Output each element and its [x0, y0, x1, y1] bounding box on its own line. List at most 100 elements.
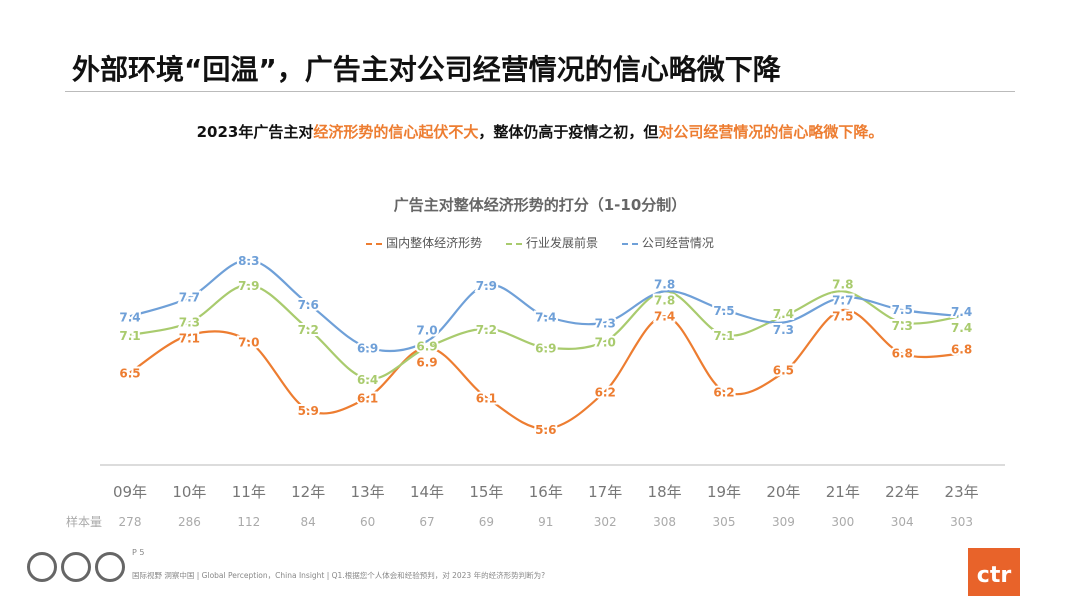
data-label: 6.1 — [357, 392, 378, 406]
sample-size-label: 305 — [713, 515, 736, 529]
data-label: 7.9 — [238, 279, 259, 293]
data-label: 7.8 — [832, 278, 853, 292]
data-label: 5.9 — [298, 404, 319, 418]
sgs-seal-icon — [27, 552, 57, 582]
x-tick-label: 11年 — [232, 483, 266, 501]
legend-label: 行业发展前景 — [525, 236, 598, 250]
data-label: 7.4 — [119, 310, 140, 324]
summary-highlight: 对公司经营情况的信心略微下降。 — [658, 123, 884, 141]
summary-part: ，整体仍高于疫情之初，但 — [478, 123, 659, 141]
data-label: 7.3 — [773, 323, 794, 337]
x-tick-label: 20年 — [766, 483, 800, 501]
x-tick-label: 23年 — [945, 483, 979, 501]
legend-label: 公司经营情况 — [641, 236, 714, 250]
legend-swatch — [366, 242, 383, 245]
summary-text: 2023年广告主对经济形势的信心起伏不大，整体仍高于疫情之初，但对公司经营情况的… — [0, 121, 1080, 142]
sample-size-label: 303 — [950, 515, 973, 529]
data-label: 6.9 — [357, 342, 378, 356]
sgs-seal-icon — [95, 552, 125, 582]
sample-size-label: 69 — [479, 515, 494, 529]
sample-size-label: 308 — [653, 515, 676, 529]
data-label: 7.0 — [416, 323, 437, 337]
data-label: 7.6 — [298, 298, 319, 312]
data-label: 6.1 — [476, 392, 497, 406]
legend-item: 国内整体经济形势 — [366, 234, 482, 251]
data-label: 7.8 — [654, 278, 675, 292]
series-line — [129, 258, 962, 353]
data-label: 7.5 — [832, 310, 853, 324]
x-tick-label: 16年 — [529, 483, 563, 501]
title-divider — [65, 91, 1015, 92]
data-label: 7.1 — [119, 329, 140, 343]
x-tick-label: 21年 — [826, 483, 860, 501]
x-tick-label: 12年 — [291, 483, 325, 501]
legend-swatch — [505, 242, 522, 245]
data-label: 7.4 — [773, 307, 794, 321]
data-label: 7.5 — [892, 303, 913, 317]
series-line — [129, 308, 962, 430]
legend-swatch — [621, 242, 638, 245]
data-label: 7.1 — [179, 331, 200, 345]
data-label: 6.4 — [357, 373, 378, 387]
sample-size-label: 302 — [594, 515, 617, 529]
x-tick-label: 22年 — [885, 483, 919, 501]
summary-highlight: 经济形势的信心起伏不大 — [313, 123, 479, 141]
source-note: 国际视野 洞察中国 | Global Perception，China Insi… — [132, 571, 546, 580]
sample-size-label: 67 — [419, 515, 434, 529]
data-label: 6.9 — [416, 355, 437, 369]
x-tick-label: 18年 — [648, 483, 682, 501]
data-label: 7.3 — [595, 317, 616, 331]
legend: 国内整体经济形势 行业发展前景 公司经营情况 — [0, 234, 1080, 251]
data-label: 6.9 — [416, 339, 437, 353]
x-tick-label: 09年 — [113, 483, 147, 501]
data-label: 5.6 — [535, 423, 556, 437]
data-label: 6.9 — [535, 342, 556, 356]
x-tick-label: 17年 — [588, 483, 622, 501]
data-label: 6.5 — [119, 367, 140, 381]
sample-size-label: 60 — [360, 515, 375, 529]
sample-size-label: 112 — [237, 515, 260, 529]
data-label: 6.5 — [773, 363, 794, 377]
page-title: 外部环境“回温”，广告主对公司经营情况的信心略微下降 — [72, 53, 781, 86]
sample-size-label: 309 — [772, 515, 795, 529]
data-label: 7.9 — [476, 279, 497, 293]
data-label: 7.5 — [713, 304, 734, 318]
sample-size-label: 300 — [831, 515, 854, 529]
data-label: 7.0 — [238, 335, 259, 349]
x-tick-label: 14年 — [410, 483, 444, 501]
data-label: 7.3 — [892, 319, 913, 333]
data-label: 6.8 — [951, 342, 972, 356]
data-label: 7.4 — [951, 321, 972, 335]
data-label: 7.4 — [654, 310, 675, 324]
summary-part: 2023年广告主对 — [196, 123, 314, 141]
x-tick-label: 15年 — [469, 483, 503, 501]
legend-item: 公司经营情况 — [621, 234, 714, 251]
data-label: 7.7 — [832, 294, 853, 308]
sample-size-label: 91 — [538, 515, 553, 529]
sample-size-label: 84 — [301, 515, 316, 529]
sgs-seal-icon — [61, 552, 91, 582]
data-label: 6.8 — [892, 347, 913, 361]
data-label: 7.2 — [298, 323, 319, 337]
sample-size-label: 278 — [119, 515, 142, 529]
series-line — [129, 283, 962, 380]
x-tick-label: 10年 — [172, 483, 206, 501]
sample-size-heading: 样本量 — [66, 514, 102, 529]
data-label: 7.8 — [654, 294, 675, 308]
data-label: 8.3 — [238, 254, 259, 268]
x-tick-label: 13年 — [351, 483, 385, 501]
data-label: 6.2 — [595, 385, 616, 399]
data-label: 7.1 — [713, 329, 734, 343]
ctr-logo: ctr — [968, 548, 1020, 596]
page-number: P 5 — [132, 548, 145, 557]
sample-size-label: 304 — [891, 515, 914, 529]
data-label: 7.0 — [595, 335, 616, 349]
legend-label: 国内整体经济形势 — [386, 236, 483, 250]
data-label: 7.7 — [179, 290, 200, 304]
legend-item: 行业发展前景 — [505, 234, 598, 251]
data-label: 7.4 — [951, 305, 972, 319]
x-tick-label: 19年 — [707, 483, 741, 501]
data-label: 7.2 — [476, 323, 497, 337]
data-label: 7.3 — [179, 315, 200, 329]
